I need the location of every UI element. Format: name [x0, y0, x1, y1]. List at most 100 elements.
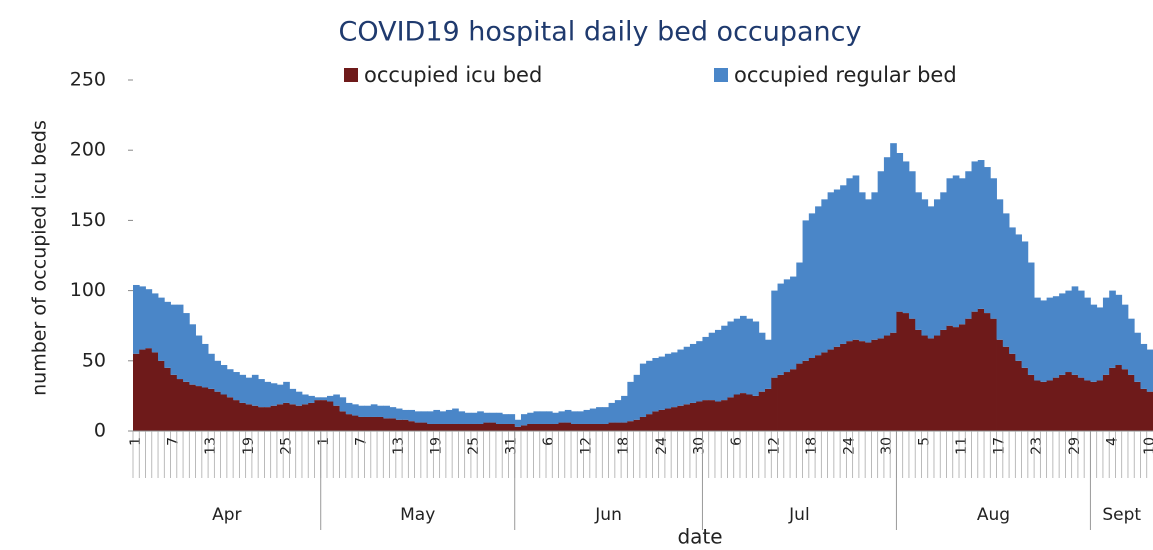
bar-segment: [1084, 380, 1091, 431]
bar-segment: [552, 423, 559, 431]
bar-segment: [583, 423, 591, 431]
bar-segment: [1034, 380, 1041, 431]
bar-segment: [377, 405, 384, 417]
bar-segment: [1027, 374, 1035, 431]
bar-segment: [458, 423, 466, 431]
bar-segment: [727, 397, 735, 431]
bar-segment: [439, 411, 447, 424]
bar-segment: [414, 422, 422, 431]
x-tick-label: 13: [203, 437, 219, 455]
bar-segment: [189, 324, 196, 385]
bar-segment: [677, 349, 685, 406]
bar-segment: [702, 336, 710, 401]
bar-segment: [952, 327, 960, 431]
bar-segment: [276, 404, 284, 431]
bar-segment: [320, 400, 328, 431]
x-tick-label: 19: [428, 437, 444, 455]
bar-segment: [840, 185, 847, 344]
bar-segment: [258, 407, 265, 431]
x-tick-label: 4: [1104, 437, 1120, 446]
bar-segment: [758, 391, 766, 431]
bar-segment: [1127, 318, 1135, 375]
bar-segment: [251, 405, 259, 431]
bar-segment: [1034, 297, 1041, 381]
bar-segment: [833, 346, 841, 431]
bar-segment: [527, 412, 534, 424]
bar-segment: [1084, 297, 1091, 381]
bar-segment: [414, 411, 422, 423]
bar-segment: [383, 418, 390, 431]
x-tick-label: 24: [842, 437, 858, 455]
bar-segment: [201, 343, 209, 388]
x-tick-label: 18: [616, 437, 632, 455]
bar-segment: [990, 318, 997, 431]
bar-segment: [627, 421, 635, 431]
bar-segment: [683, 346, 691, 405]
bar-segment: [683, 404, 691, 431]
bar-segment: [289, 388, 297, 405]
y-tick-label: 200: [70, 139, 106, 161]
bar-segment: [333, 405, 340, 431]
bar-segment: [502, 414, 509, 424]
bar-segment: [1102, 374, 1110, 431]
bar-segment: [927, 206, 935, 339]
bar-segment: [783, 279, 791, 373]
bar-segment: [546, 423, 553, 431]
bar-segment: [652, 357, 660, 412]
bar-segment: [790, 276, 797, 370]
bar-segment: [596, 407, 603, 424]
bar-segment: [151, 293, 159, 353]
bar-segment: [752, 395, 760, 431]
x-group-label: Jun: [594, 505, 622, 525]
bar-segment: [846, 341, 854, 431]
bar-segment: [652, 411, 660, 431]
bar-segment: [871, 339, 879, 431]
bar-segment: [965, 318, 972, 431]
bar-segment: [589, 423, 597, 431]
bar-segment: [251, 374, 259, 406]
x-tick-label: 30: [879, 437, 895, 455]
bar-segment: [677, 405, 685, 431]
bar-segment: [539, 423, 547, 431]
bar-segment: [402, 419, 409, 431]
bar-segment: [308, 395, 315, 403]
bar-segment: [1065, 372, 1073, 431]
bar-segment: [589, 408, 597, 424]
bar-segment: [301, 394, 309, 405]
bar-segment: [902, 313, 910, 431]
bar-segment: [971, 311, 979, 431]
bar-segment: [364, 405, 372, 417]
bar-segment: [314, 397, 322, 401]
legend-swatch: [344, 68, 358, 82]
bar-segment: [452, 408, 459, 424]
x-tick-label: 31: [504, 437, 520, 455]
bar-segment: [558, 411, 566, 423]
bar-segment: [464, 423, 472, 431]
bar-segment: [364, 416, 372, 431]
bar-segment: [195, 386, 203, 431]
bar-segment: [871, 192, 879, 340]
bar-segment: [777, 374, 785, 431]
bar-segment: [439, 423, 447, 431]
bar-segment: [852, 339, 860, 431]
bar-segment: [996, 199, 1004, 340]
bar-segment: [1090, 381, 1098, 431]
bar-segment: [483, 412, 491, 423]
bar-segment: [258, 379, 265, 408]
bar-segment: [739, 393, 747, 431]
bar-segment: [458, 411, 466, 424]
bar-segment: [808, 213, 816, 358]
bar-segment: [333, 394, 340, 406]
bar-segment: [896, 153, 904, 312]
bar-segment: [1015, 360, 1022, 431]
bar-segment: [990, 178, 997, 319]
bar-segment: [514, 426, 522, 431]
bar-segment: [621, 395, 628, 423]
bar-segment: [239, 374, 247, 403]
bar-segment: [752, 321, 760, 396]
bar-segment: [646, 360, 653, 415]
x-tick-label: 12: [579, 437, 595, 455]
x-tick-label: 6: [729, 437, 745, 446]
bar-segment: [564, 409, 572, 423]
bar-segment: [533, 423, 541, 431]
